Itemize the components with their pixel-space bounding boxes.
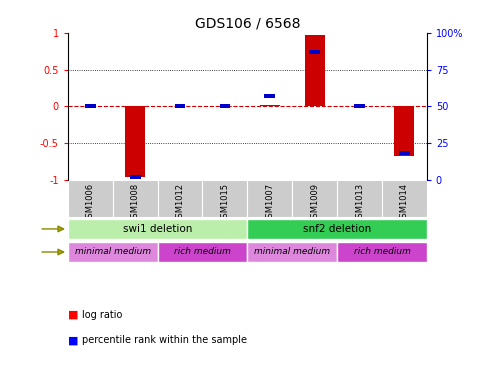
- Bar: [304, 35, 324, 106]
- Bar: [174, 104, 185, 108]
- Text: rich medium: rich medium: [353, 247, 409, 257]
- Text: GSM1008: GSM1008: [130, 183, 139, 223]
- Bar: [125, 106, 145, 178]
- Text: percentile rank within the sample: percentile rank within the sample: [82, 335, 247, 346]
- Bar: [247, 242, 336, 262]
- Text: GSM1006: GSM1006: [86, 183, 95, 223]
- Text: GSM1007: GSM1007: [265, 183, 274, 223]
- Text: snf2 deletion: snf2 deletion: [302, 224, 370, 234]
- Text: rich medium: rich medium: [174, 247, 230, 257]
- Bar: [68, 242, 157, 262]
- Text: GSM1015: GSM1015: [220, 183, 229, 223]
- Text: minimal medium: minimal medium: [254, 247, 330, 257]
- Text: log ratio: log ratio: [82, 310, 122, 320]
- Bar: [157, 242, 247, 262]
- Text: GSM1012: GSM1012: [175, 183, 184, 223]
- Bar: [247, 219, 426, 239]
- Bar: [264, 94, 274, 98]
- Bar: [336, 180, 381, 217]
- Bar: [112, 180, 157, 217]
- Bar: [68, 180, 112, 217]
- Text: ■: ■: [68, 310, 78, 320]
- Bar: [157, 180, 202, 217]
- Text: ■: ■: [68, 335, 78, 346]
- Bar: [309, 50, 319, 54]
- Bar: [202, 180, 247, 217]
- Bar: [219, 104, 230, 108]
- Bar: [398, 151, 409, 155]
- Bar: [353, 104, 364, 108]
- Bar: [85, 104, 95, 108]
- Text: minimal medium: minimal medium: [75, 247, 151, 257]
- Bar: [393, 106, 414, 156]
- Bar: [247, 180, 291, 217]
- Bar: [336, 242, 426, 262]
- Text: GSM1009: GSM1009: [309, 183, 318, 223]
- Bar: [259, 105, 279, 106]
- Text: swi1 deletion: swi1 deletion: [122, 224, 192, 234]
- Bar: [381, 180, 426, 217]
- Text: GSM1013: GSM1013: [354, 183, 363, 223]
- Bar: [291, 180, 336, 217]
- Bar: [68, 219, 247, 239]
- Title: GDS106 / 6568: GDS106 / 6568: [194, 16, 300, 30]
- Bar: [130, 175, 140, 179]
- Text: GSM1014: GSM1014: [399, 183, 408, 223]
